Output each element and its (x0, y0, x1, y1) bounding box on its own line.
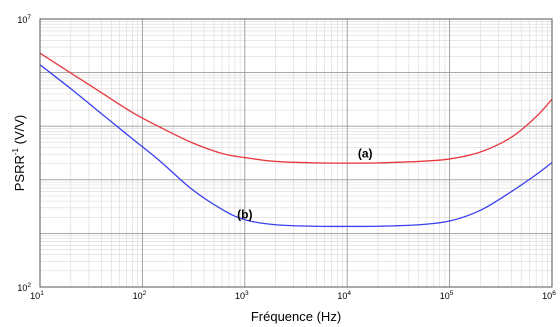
x-tick-labels: 101 102 103 104 105 106 (30, 290, 556, 301)
x-tick-label: 103 (235, 290, 249, 301)
y-axis-title-base: PSRR (12, 155, 27, 191)
curve-annotation: (a) (358, 147, 373, 161)
series-line-1 (39, 52, 553, 164)
series-line-2 (39, 64, 553, 228)
y-tick-labels: 102 107 (17, 14, 31, 293)
curve-annotation: (b) (237, 207, 252, 221)
x-tick-label: 101 (30, 290, 44, 301)
x-tick-label: 106 (542, 290, 556, 301)
minor-grid (40, 19, 552, 287)
series-layer (39, 52, 553, 228)
x-axis-title: Fréquence (Hz) (251, 309, 341, 324)
y-axis-title-sup: -1 (11, 147, 20, 155)
x-tick-label: 102 (133, 290, 147, 301)
y-tick-label: 102 (17, 282, 31, 293)
y-axis-title: PSRR-1 (V/V) (11, 115, 27, 191)
annotations: (a) (b) (237, 147, 372, 222)
y-tick-label: 107 (17, 14, 31, 25)
x-tick-label: 105 (440, 290, 454, 301)
plot-frame (39, 18, 553, 288)
x-tick-label: 104 (337, 290, 351, 301)
y-axis-title-unit: (V/V) (12, 115, 27, 148)
plot-background (40, 19, 552, 287)
